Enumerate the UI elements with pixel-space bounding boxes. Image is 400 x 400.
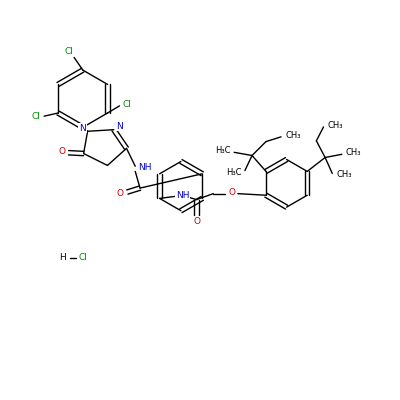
Text: H₃C: H₃C xyxy=(215,146,231,155)
Text: CH₃: CH₃ xyxy=(328,121,343,130)
Text: Cl: Cl xyxy=(32,112,41,122)
Text: NH: NH xyxy=(176,191,189,200)
Text: O: O xyxy=(117,189,124,198)
Text: CH₃: CH₃ xyxy=(346,148,362,157)
Text: O: O xyxy=(58,148,65,156)
Text: O: O xyxy=(193,217,200,226)
Text: Cl: Cl xyxy=(122,100,131,109)
Text: Cl: Cl xyxy=(78,253,87,262)
Text: N: N xyxy=(116,122,123,131)
Text: CH₃: CH₃ xyxy=(336,170,352,180)
Text: H: H xyxy=(60,253,66,262)
Text: CH₃: CH₃ xyxy=(285,131,301,140)
Text: NH: NH xyxy=(138,162,152,172)
Text: O: O xyxy=(228,188,235,197)
Text: Cl: Cl xyxy=(64,47,73,56)
Text: N: N xyxy=(79,124,86,133)
Text: H₃C: H₃C xyxy=(226,168,242,178)
